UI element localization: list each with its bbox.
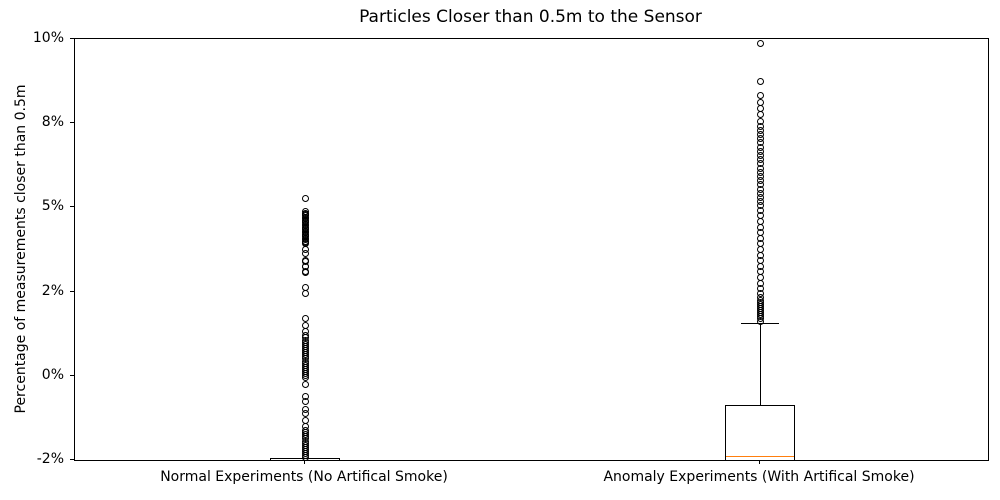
outlier-point: [301, 269, 309, 276]
outlier-point: [301, 380, 309, 388]
plot-area: [74, 38, 989, 461]
y-tick-label: 8%: [41, 114, 64, 131]
x-tick-label: Normal Experiments (No Artifical Smoke): [160, 469, 448, 485]
y-tick-mark: [70, 459, 74, 460]
outlier-point: [301, 397, 309, 405]
chart-title: Particles Closer than 0.5m to the Sensor: [359, 7, 702, 27]
y-tick-label: 10%: [32, 30, 64, 46]
y-tick-mark: [70, 206, 74, 208]
median-line: [271, 460, 339, 461]
y-tick-label: -2%: [36, 451, 64, 467]
outlier-point: [301, 250, 309, 258]
box: [725, 405, 795, 460]
outlier-point: [301, 195, 309, 203]
outlier-point: [756, 39, 764, 47]
x-tick-mark: [304, 460, 305, 464]
outlier-point: [301, 290, 309, 298]
y-tick-mark: [70, 374, 74, 376]
outlier-point: [301, 454, 309, 460]
y-tick-label: 5%: [41, 198, 64, 215]
y-tick-label: 0%: [41, 366, 64, 383]
y-tick-label: 2%: [41, 282, 64, 299]
y-tick-mark: [70, 122, 74, 124]
y-axis-label: Percentage of measurements closer than 0…: [13, 84, 29, 414]
y-tick-mark: [70, 38, 74, 39]
median-line: [726, 455, 794, 457]
x-tick-label: Anomaly Experiments (With Artifical Smok…: [603, 469, 915, 485]
upper-whisker-line: [760, 323, 761, 406]
y-tick-mark: [70, 290, 74, 292]
outlier-point: [756, 317, 764, 325]
x-tick-mark: [759, 460, 760, 464]
outlier-point: [756, 77, 764, 85]
